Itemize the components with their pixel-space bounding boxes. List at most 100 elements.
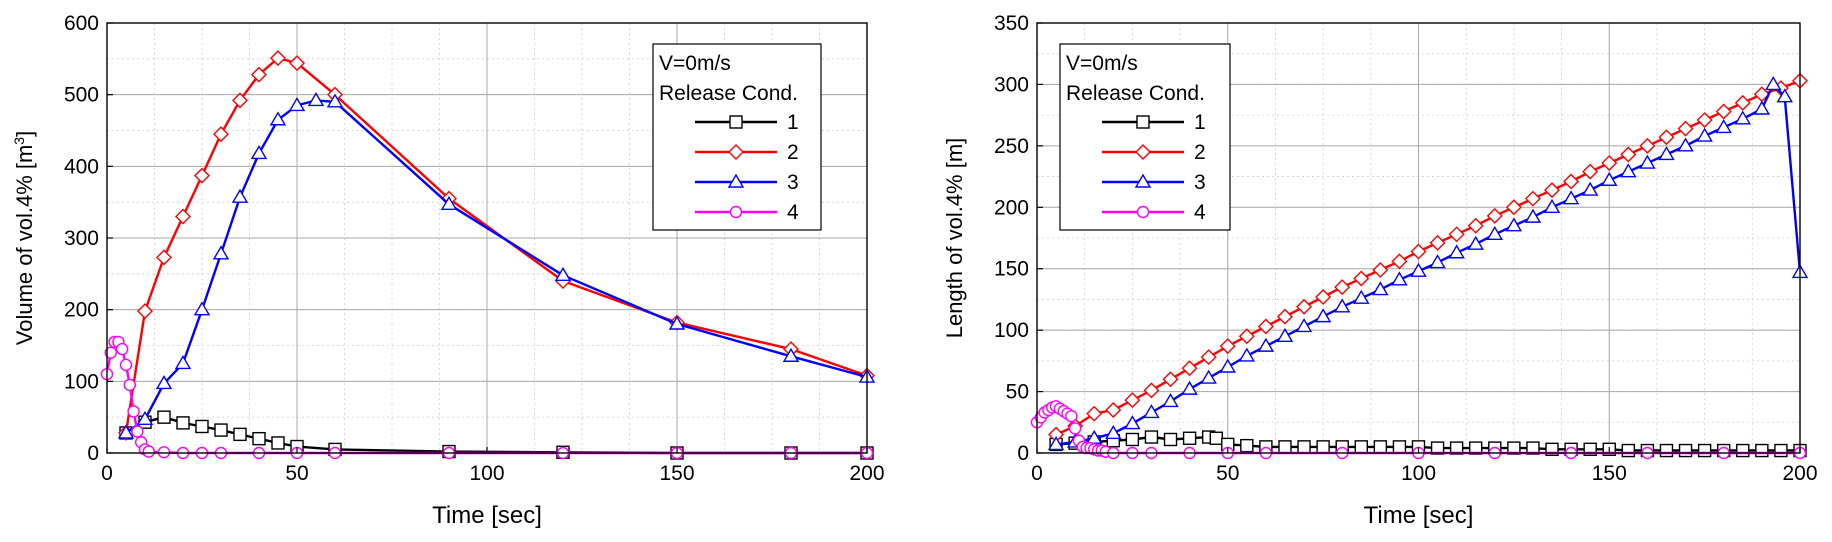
legend-title: Release Cond.	[1066, 82, 1205, 105]
data-point	[1658, 146, 1675, 161]
data-point	[214, 423, 228, 437]
legend-marker	[1134, 173, 1152, 188]
x-tick-label: 0	[101, 462, 113, 485]
data-point	[232, 92, 248, 109]
data-point	[1257, 318, 1274, 335]
data-point	[1410, 243, 1427, 260]
data-point	[1125, 432, 1140, 447]
data-point	[1677, 120, 1694, 137]
data-point	[1505, 199, 1522, 216]
data-point	[1333, 298, 1351, 313]
data-point	[1715, 103, 1732, 120]
data-point	[1105, 402, 1122, 418]
data-point	[1257, 337, 1275, 352]
data-point	[1278, 440, 1292, 454]
data-point	[1659, 443, 1674, 458]
data-point	[115, 342, 129, 356]
legend-marker	[1135, 144, 1151, 160]
data-point	[1467, 217, 1484, 234]
legend: V=0m/s Release Cond. 1 2 3 4	[1059, 43, 1231, 231]
data-point	[157, 410, 171, 424]
y-tick-label: 300	[994, 73, 1029, 96]
data-point	[1276, 308, 1293, 325]
data-point	[1295, 318, 1313, 333]
x-tick-label: 200	[1782, 462, 1817, 485]
series-2	[1048, 72, 1808, 443]
data-point	[782, 347, 800, 362]
legend-box	[652, 43, 822, 231]
data-point	[1181, 380, 1198, 395]
data-point	[1620, 163, 1637, 178]
data-point	[1314, 308, 1332, 323]
data-point	[1486, 225, 1504, 241]
legend-label: 3	[1194, 171, 1206, 194]
legend-box	[1059, 43, 1231, 231]
data-point	[156, 249, 172, 266]
legend-label: 2	[787, 141, 799, 164]
data-point	[289, 55, 305, 72]
data-point	[1736, 443, 1750, 458]
data-point	[1755, 443, 1769, 458]
data-point	[668, 315, 686, 330]
data-point	[1316, 440, 1330, 454]
data-point	[1543, 198, 1561, 213]
data-point	[212, 245, 230, 260]
data-point	[1581, 181, 1599, 196]
data-point	[176, 416, 190, 430]
data-point	[1182, 431, 1197, 445]
y-tick-label: 150	[994, 258, 1029, 281]
y-axis-label-superscript: 3	[11, 137, 27, 145]
data-point	[1065, 409, 1078, 423]
data-point	[1448, 244, 1465, 259]
data-point	[1392, 440, 1407, 454]
series-line-2	[1055, 79, 1801, 436]
legend-marker	[1136, 115, 1150, 129]
data-point	[1124, 415, 1141, 430]
data-point	[1144, 430, 1159, 444]
data-point	[1162, 393, 1179, 408]
data-point	[1143, 382, 1160, 399]
legend-marker	[729, 205, 743, 219]
data-point	[1601, 155, 1618, 172]
data-point	[1429, 234, 1446, 251]
data-point	[1372, 281, 1389, 296]
y-tick-label: 350	[994, 12, 1029, 35]
legend-label: 4	[787, 201, 799, 224]
data-point	[1238, 347, 1256, 362]
data-point	[1163, 432, 1178, 447]
x-tick-label: 200	[849, 462, 884, 485]
legend-title: Release Cond.	[659, 82, 798, 105]
legend-label: 4	[1194, 201, 1206, 224]
y-tick-label: 250	[994, 135, 1029, 158]
data-point	[1219, 338, 1236, 355]
length-chart: 0 50 100 150 200 0 50 100 150 200 250 300 350 Time [s…	[942, 12, 1818, 529]
data-point	[1276, 327, 1294, 342]
y-tick-label: 400	[64, 155, 99, 178]
data-point	[251, 66, 267, 83]
legend-label: 2	[1194, 141, 1206, 164]
x-tick-label: 0	[1031, 462, 1043, 485]
data-point	[127, 405, 140, 418]
data-point	[1209, 431, 1224, 445]
data-point	[137, 303, 153, 320]
data-point	[1373, 440, 1388, 454]
data-point	[326, 93, 344, 108]
data-point	[1658, 129, 1675, 146]
data-point	[1200, 369, 1217, 384]
y-tick-label: 200	[994, 196, 1029, 219]
data-point	[1086, 405, 1103, 422]
data-point	[288, 97, 306, 112]
legend-label: 1	[1194, 111, 1206, 134]
y-tick-label: 0	[87, 442, 99, 465]
data-point	[1734, 110, 1751, 125]
y-tick-label: 100	[994, 319, 1029, 342]
data-point	[1696, 112, 1713, 129]
data-point	[195, 419, 209, 434]
data-point	[1047, 436, 1065, 451]
data-point	[1544, 182, 1561, 199]
x-axis-label: Time [sec]	[432, 502, 542, 529]
legend: V=0m/s Release Cond. 1 2 3 4	[652, 43, 822, 231]
y-axis-label: Length of vol.4% [m]	[942, 138, 967, 339]
data-point	[252, 431, 266, 446]
data-point	[1753, 100, 1771, 115]
